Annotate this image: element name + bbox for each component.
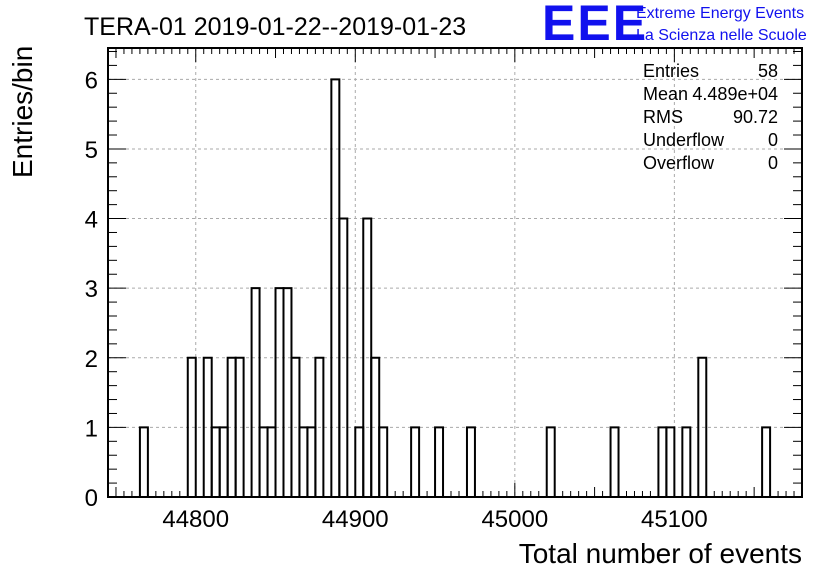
y-axis-label: Entries/bin bbox=[7, 46, 38, 178]
y-tick-label: 1 bbox=[85, 415, 98, 442]
x-tick-label: 45100 bbox=[641, 506, 708, 533]
plot-frame bbox=[107, 47, 803, 498]
histogram-bin bbox=[378, 426, 389, 497]
histogram-bin bbox=[266, 426, 277, 497]
histogram-bin bbox=[314, 356, 325, 497]
histogram-bin bbox=[434, 426, 445, 497]
histogram-bin bbox=[138, 426, 149, 497]
stat-value: 0 bbox=[768, 153, 778, 173]
logo-line-1: Extreme Energy Events bbox=[636, 5, 804, 22]
histogram-bin bbox=[282, 287, 293, 497]
histogram-bin bbox=[338, 217, 349, 497]
histogram-bars bbox=[138, 78, 772, 497]
stat-value: 0 bbox=[768, 130, 778, 150]
histogram-bin bbox=[306, 426, 317, 497]
histogram-bin bbox=[218, 426, 229, 497]
histogram-bin bbox=[681, 426, 692, 497]
logo-line-2: La Scienza nelle Scuole bbox=[636, 27, 807, 44]
x-tick-label: 44800 bbox=[162, 506, 229, 533]
y-tick-label: 0 bbox=[85, 485, 98, 512]
stat-label: RMS bbox=[643, 107, 683, 127]
y-tick-label: 5 bbox=[85, 137, 98, 164]
histogram-bin bbox=[657, 426, 668, 497]
stat-value: 4.489e+04 bbox=[692, 84, 778, 104]
stat-label: Entries bbox=[643, 61, 699, 81]
histogram-bin bbox=[186, 356, 197, 497]
histogram-bin bbox=[250, 287, 261, 497]
histogram-bin bbox=[210, 426, 221, 497]
histogram-bin bbox=[274, 287, 285, 497]
histogram-bin bbox=[234, 356, 245, 497]
histogram-bin bbox=[258, 426, 269, 497]
axis-ticks: 44800 44900 45000 45100 0 1 2 3 4 5 6 bbox=[85, 48, 803, 533]
stat-value: 90.72 bbox=[733, 107, 778, 127]
histogram-bin bbox=[761, 426, 772, 497]
histogram-bin bbox=[697, 356, 708, 497]
y-tick-label: 2 bbox=[85, 346, 98, 373]
x-tick-label: 45000 bbox=[481, 506, 548, 533]
stats-box: Entries 58 Mean 4.489e+04 RMS 90.72 Underflow 0… bbox=[643, 61, 778, 173]
y-tick-label: 4 bbox=[85, 207, 98, 234]
histogram-bin bbox=[665, 426, 676, 497]
stat-value: 58 bbox=[758, 61, 778, 81]
x-axis-label: Total number of events bbox=[519, 538, 802, 569]
histogram-bin bbox=[609, 426, 620, 497]
logo-mark: EEE bbox=[542, 0, 648, 51]
y-tick-label: 3 bbox=[85, 276, 98, 303]
stat-label: Underflow bbox=[643, 130, 725, 150]
eee-logo: EEE Extreme Energy Events La Scienza nel… bbox=[542, 0, 807, 51]
histogram-bin bbox=[298, 426, 309, 497]
stat-label: Mean bbox=[643, 84, 688, 104]
histogram-bin bbox=[545, 426, 556, 497]
chart-title: TERA-01 2019-01-22--2019-01-23 bbox=[84, 13, 466, 41]
histogram-bin bbox=[465, 426, 476, 497]
y-tick-label: 6 bbox=[85, 67, 98, 94]
stat-label: Overflow bbox=[643, 153, 715, 173]
x-tick-label: 44900 bbox=[322, 506, 389, 533]
histogram-bin bbox=[410, 426, 421, 497]
histogram-bin bbox=[354, 426, 365, 497]
